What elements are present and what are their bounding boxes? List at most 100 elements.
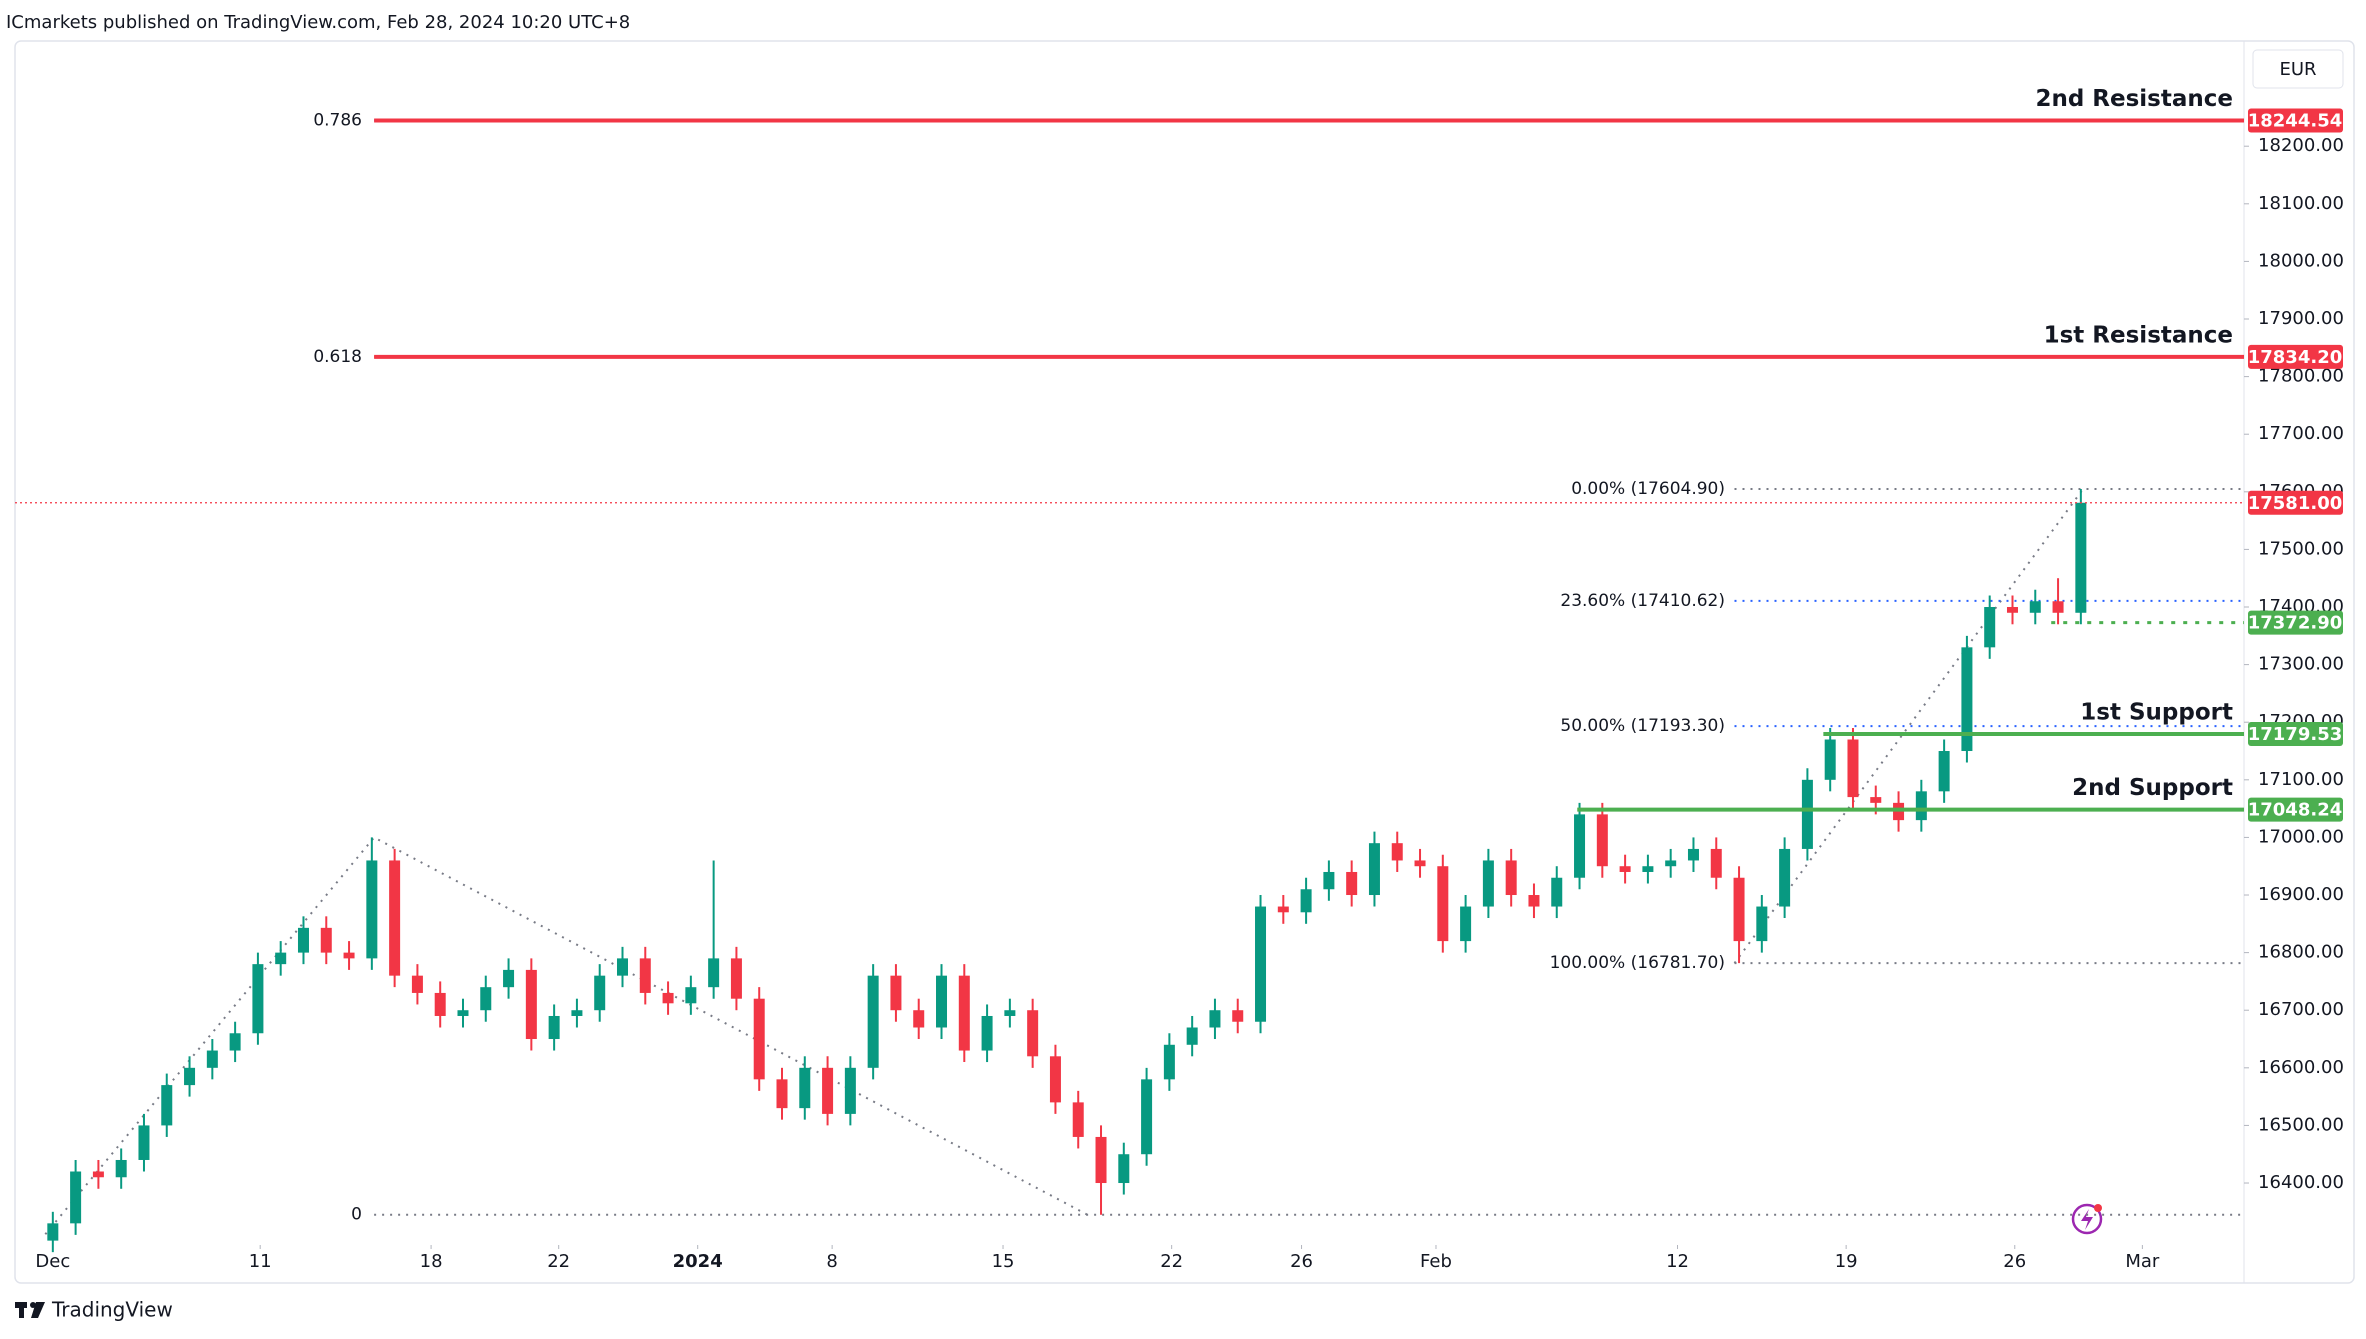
candle-body	[366, 860, 378, 959]
x-tick-label: 26	[2003, 1251, 2026, 1272]
price-badge-label: 17834.20	[2248, 347, 2343, 368]
currency: EUR	[2279, 59, 2316, 80]
y-tick-label: 18200.00	[2258, 135, 2344, 156]
candle-body	[1232, 1010, 1244, 1022]
fib-label: 100.00% (16781.70)	[1550, 953, 1725, 973]
level-name: 2nd Resistance	[2035, 86, 2233, 112]
fib-label: 0.618	[313, 347, 362, 367]
x-tick-label: Feb	[1420, 1251, 1452, 1272]
price-badge-label: 17048.24	[2248, 800, 2343, 821]
candle-body	[1665, 860, 1677, 867]
candle-body	[1847, 739, 1859, 798]
price-badge	[2248, 722, 2343, 747]
y-tick-label: 17300.00	[2258, 654, 2344, 675]
y-tick-label: 17700.00	[2258, 423, 2344, 444]
candle-body	[389, 860, 401, 976]
candle-body	[639, 958, 651, 993]
x-tick-label: 8	[826, 1251, 837, 1272]
candle-body	[70, 1171, 82, 1224]
candle-body	[913, 1010, 925, 1028]
currency-box[interactable]	[2252, 49, 2344, 89]
candle-body	[753, 998, 765, 1080]
candle-body	[867, 975, 879, 1068]
candle-body	[1779, 848, 1791, 907]
price-badge	[2248, 610, 2343, 635]
candle-body	[47, 1223, 59, 1241]
candle-body	[1414, 860, 1426, 867]
candle-body	[1984, 607, 1996, 648]
candle-body	[1118, 1154, 1130, 1184]
candle-body	[206, 1050, 218, 1068]
candle-body	[1687, 848, 1699, 861]
candle-body	[1733, 877, 1745, 942]
candle-body	[275, 952, 287, 965]
y-tick-label: 16900.00	[2258, 884, 2344, 905]
candle-body	[1596, 814, 1608, 867]
candle-body	[548, 1015, 560, 1040]
candle-body	[411, 975, 423, 993]
y-tick-label: 17500.00	[2258, 538, 2344, 559]
fib-label: 50.00% (17193.30)	[1560, 716, 1725, 736]
candle-body	[1209, 1010, 1221, 1028]
candle-body	[1619, 866, 1631, 872]
fib-label: 0.00% (17604.90)	[1571, 479, 1725, 499]
chart-frame	[14, 40, 2355, 1284]
x-tick-label: 12	[1666, 1251, 1689, 1272]
y-tick-label: 17100.00	[2258, 769, 2344, 790]
price-badge	[2248, 797, 2343, 822]
candle-body	[708, 958, 720, 988]
y-tick-label: 16800.00	[2258, 942, 2344, 963]
candle-body	[958, 975, 970, 1051]
footer: TradingView	[51, 1298, 173, 1322]
candle-body	[1255, 906, 1267, 1022]
fib-label: 0	[351, 1205, 362, 1225]
candle-body	[1141, 1079, 1153, 1155]
x-tick-label: 22	[547, 1251, 570, 1272]
x-tick-label: Mar	[2125, 1251, 2160, 1272]
price-badge	[2248, 344, 2343, 369]
fib-label: 23.60% (17410.62)	[1560, 591, 1725, 611]
candle-body	[1938, 751, 1950, 792]
candle-body	[776, 1079, 788, 1109]
candle-body	[2052, 601, 2064, 613]
candle-body	[343, 952, 355, 959]
candle-body	[1642, 866, 1654, 872]
replay-icon[interactable]	[2071, 1203, 2103, 1235]
y-tick-label: 17800.00	[2258, 366, 2344, 387]
candle-body	[1095, 1136, 1107, 1184]
price-badge	[2248, 108, 2343, 133]
candle-body	[1505, 860, 1517, 896]
candle-body	[822, 1067, 834, 1114]
candle-body	[844, 1067, 856, 1114]
candle-body	[730, 958, 742, 999]
header: ICmarkets published on TradingView.com, …	[6, 12, 630, 33]
candle-body	[1961, 647, 1973, 752]
candle-body	[936, 975, 948, 1028]
candle-body	[1801, 779, 1813, 849]
y-tick-label: 16400.00	[2258, 1172, 2344, 1193]
candle-body	[1186, 1027, 1198, 1045]
candle-body	[1368, 843, 1380, 896]
candle-body	[2029, 601, 2041, 613]
price-badge-label: 18244.54	[2248, 111, 2343, 132]
candle-body	[1277, 906, 1289, 913]
candle-body	[1004, 1010, 1016, 1016]
candle-body	[685, 987, 697, 1004]
candle-body	[1346, 871, 1358, 896]
y-tick-label: 17900.00	[2258, 308, 2344, 329]
candle-body	[525, 969, 537, 1040]
candle-body	[1163, 1044, 1175, 1080]
price-badge-label: 17372.90	[2248, 613, 2343, 634]
y-tick-label: 16600.00	[2258, 1057, 2344, 1078]
candle-body	[1528, 895, 1540, 907]
candle-body	[252, 964, 264, 1034]
candle-body	[1574, 814, 1586, 878]
level-name: 2nd Support	[2072, 775, 2233, 801]
x-tick-label: 18	[420, 1251, 443, 1272]
candle-body	[1049, 1056, 1061, 1103]
y-tick-label: 18000.00	[2258, 250, 2344, 271]
candle-body	[890, 975, 902, 1011]
candle-body	[1482, 860, 1494, 907]
level-name: 1st Support	[2080, 700, 2233, 726]
